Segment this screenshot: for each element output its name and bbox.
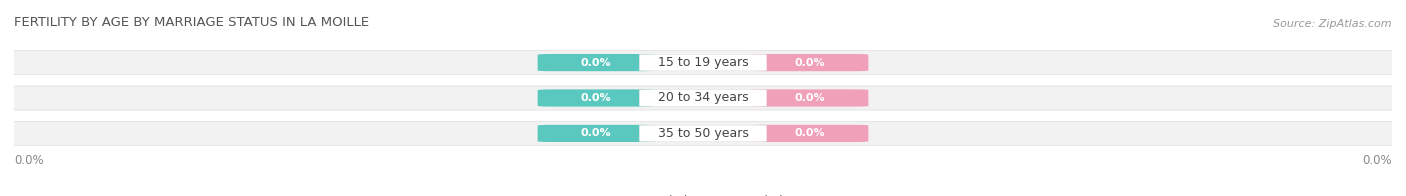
Text: 0.0%: 0.0% [581, 58, 612, 68]
Text: Source: ZipAtlas.com: Source: ZipAtlas.com [1274, 19, 1392, 29]
FancyBboxPatch shape [0, 51, 1406, 75]
FancyBboxPatch shape [640, 90, 766, 106]
FancyBboxPatch shape [537, 89, 655, 107]
Legend: Married, Unmarried: Married, Unmarried [619, 190, 787, 196]
Text: 0.0%: 0.0% [794, 128, 825, 138]
FancyBboxPatch shape [640, 54, 766, 71]
Text: 15 to 19 years: 15 to 19 years [658, 56, 748, 69]
FancyBboxPatch shape [751, 89, 869, 107]
Text: 0.0%: 0.0% [581, 128, 612, 138]
FancyBboxPatch shape [751, 125, 869, 142]
Text: 0.0%: 0.0% [581, 93, 612, 103]
Text: 0.0%: 0.0% [1362, 154, 1392, 167]
Text: 0.0%: 0.0% [794, 58, 825, 68]
Text: 20 to 34 years: 20 to 34 years [658, 92, 748, 104]
Text: FERTILITY BY AGE BY MARRIAGE STATUS IN LA MOILLE: FERTILITY BY AGE BY MARRIAGE STATUS IN L… [14, 16, 370, 29]
Text: 0.0%: 0.0% [14, 154, 44, 167]
FancyBboxPatch shape [640, 125, 766, 142]
FancyBboxPatch shape [751, 54, 869, 71]
Text: 0.0%: 0.0% [794, 93, 825, 103]
FancyBboxPatch shape [537, 54, 655, 71]
FancyBboxPatch shape [0, 86, 1406, 110]
Text: 35 to 50 years: 35 to 50 years [658, 127, 748, 140]
FancyBboxPatch shape [537, 125, 655, 142]
FancyBboxPatch shape [0, 121, 1406, 145]
